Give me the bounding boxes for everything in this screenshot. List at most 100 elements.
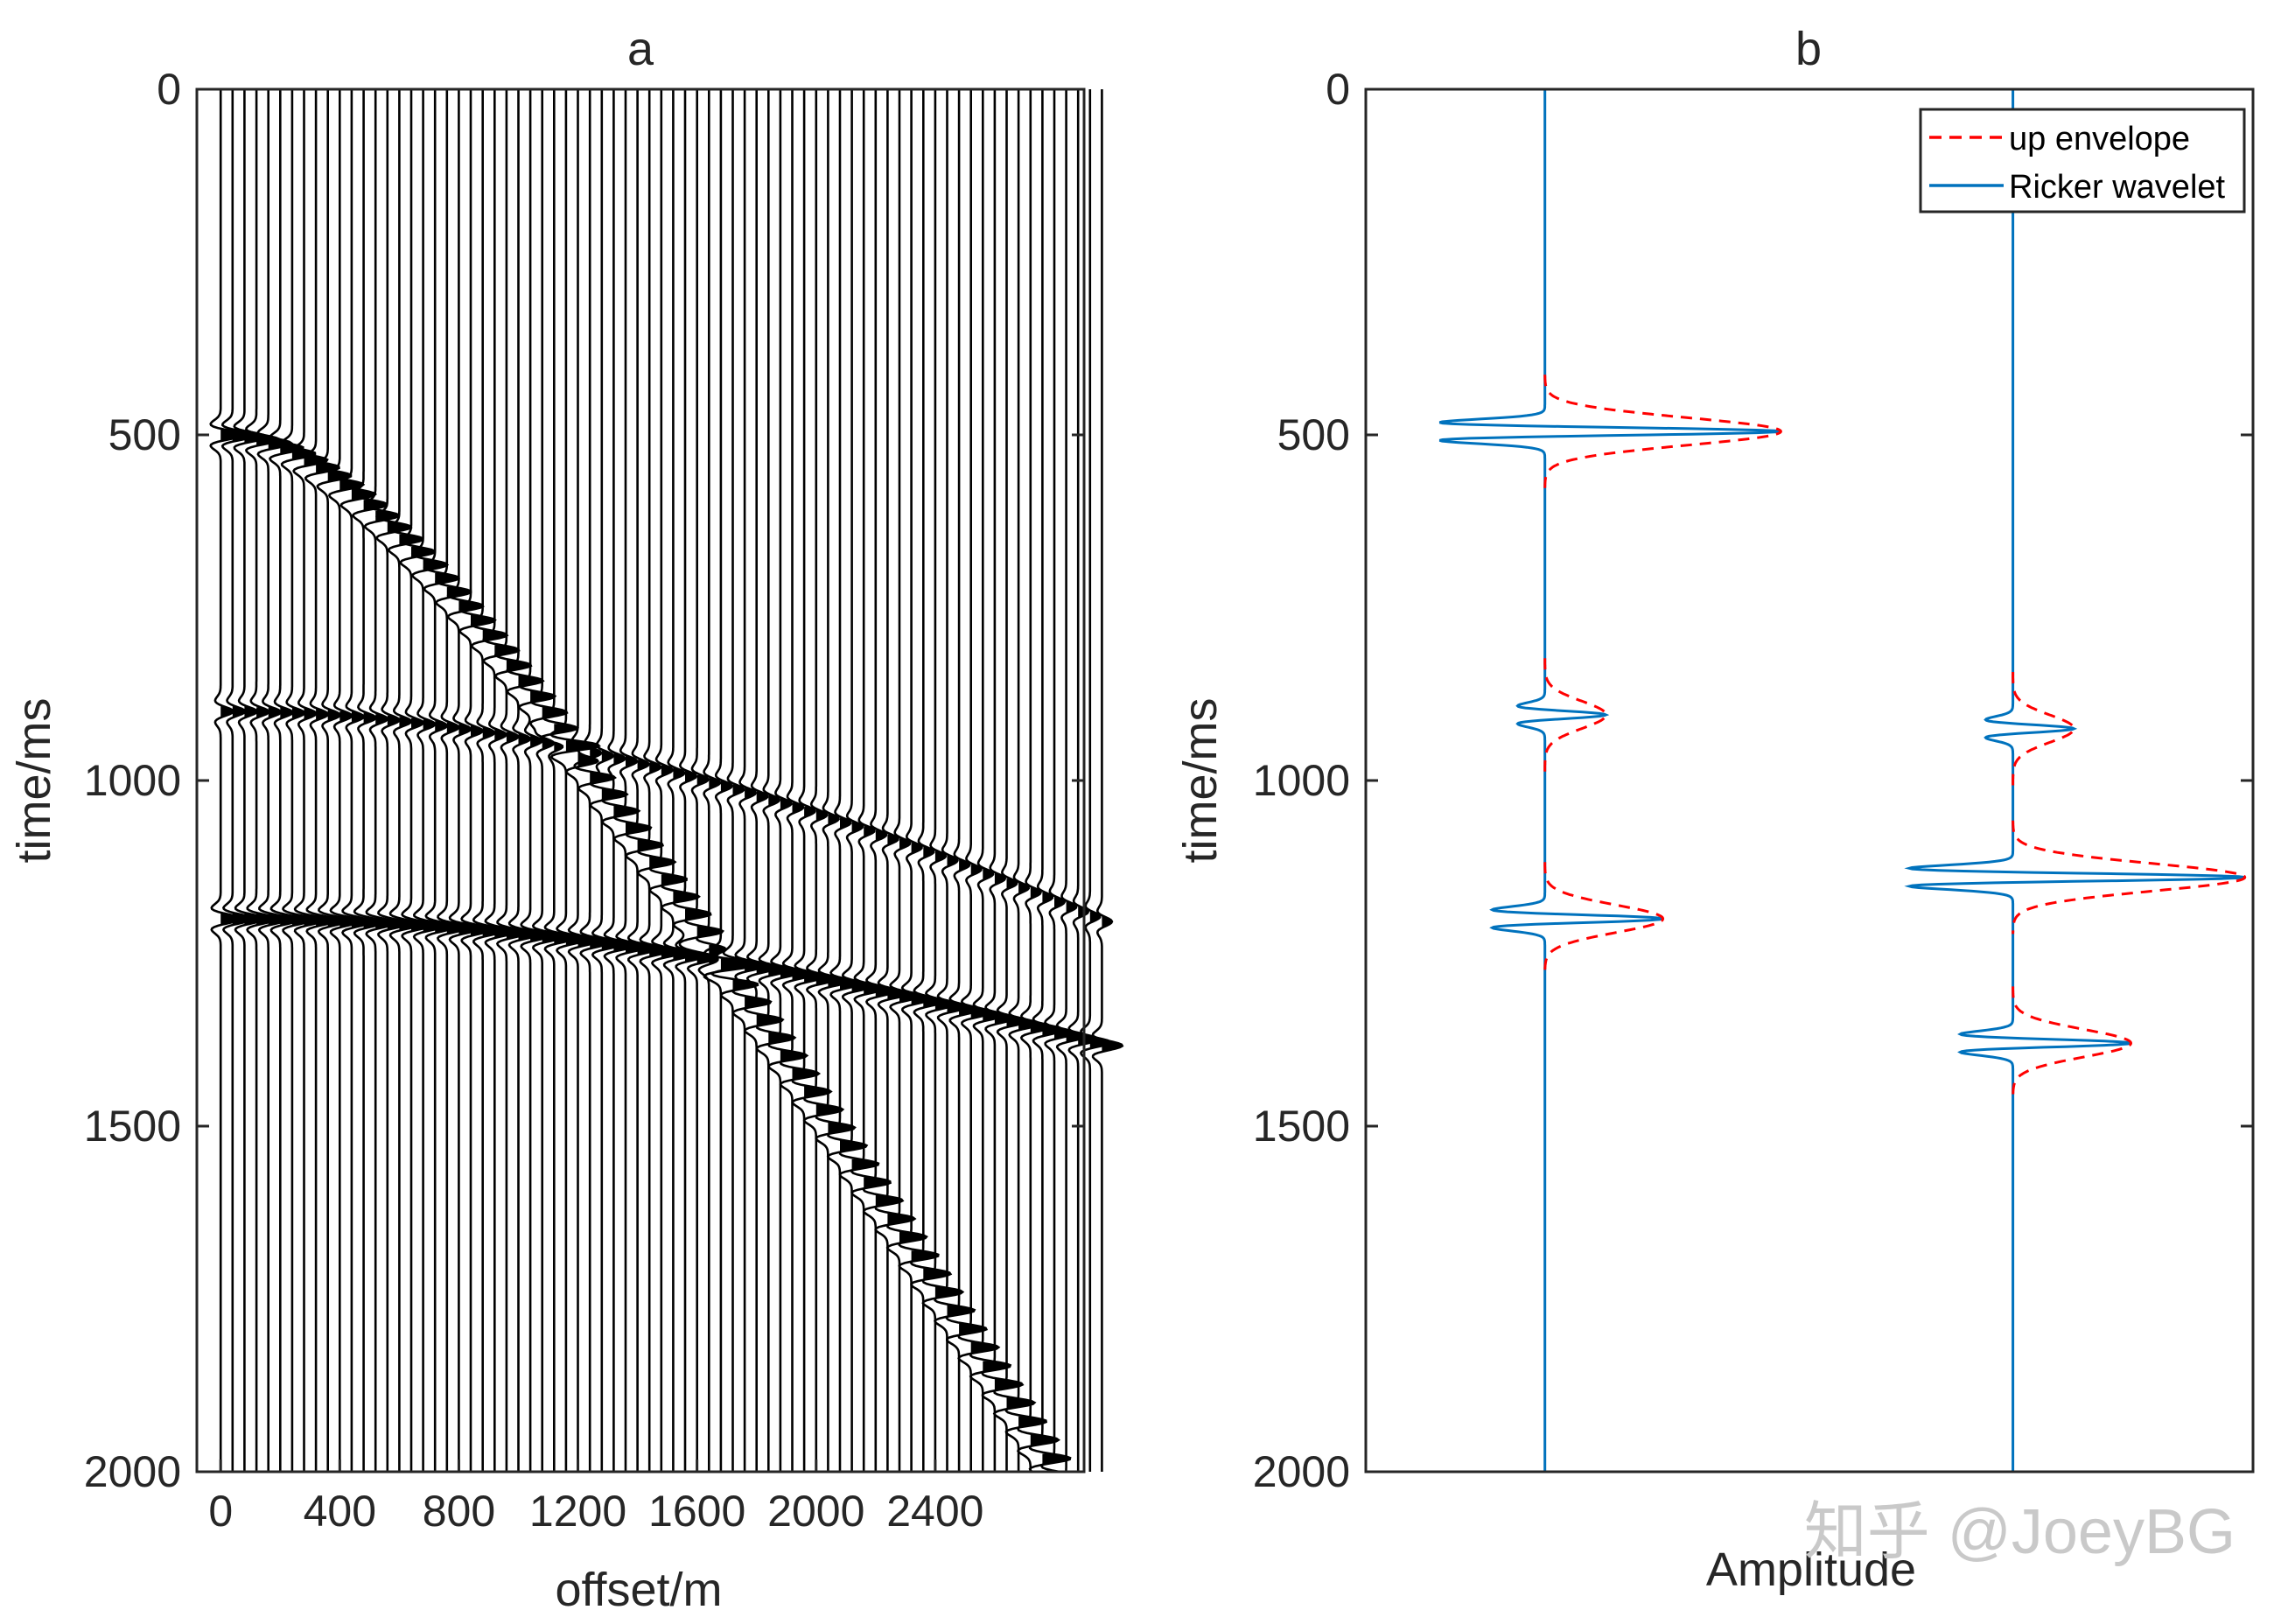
seismic-trace [898,89,940,1472]
seismic-trace [280,89,317,1472]
panel-b-title: b [1795,23,1822,75]
seismic-trace [1028,89,1072,1473]
panel-a-x-ticks: 0 400 800 1200 1600 2000 2400 [208,1460,983,1536]
seismic-trace [470,89,509,1472]
x-tick-label: 1600 [648,1487,745,1536]
x-tick-label: 400 [304,1487,376,1536]
up-envelope-line [2012,820,2247,934]
seismic-trace [1079,89,1112,1472]
seismic-trace [482,89,521,1472]
up-envelope-line [1543,374,1783,488]
watermark: 知乎 @JoeyBG [1804,1497,2236,1567]
seismic-trace [625,89,665,1472]
trace-fill [268,913,289,926]
trace-fill [828,1122,855,1135]
trace-fill [792,968,813,982]
seismic-trace [565,89,600,1472]
y-tick-label: 1000 [1253,756,1350,805]
trace-fill [626,822,651,835]
seismic-trace [517,89,557,1472]
panel-b-series [1438,89,2247,1472]
seismic-trace [339,89,377,1472]
seismic-trace [549,89,601,1472]
seismic-trace [731,89,773,1472]
panel-a-x-axis-label: offset/m [555,1564,722,1616]
trace-fill [745,996,771,1009]
seismic-trace [233,89,269,1472]
seismic-trace [435,89,472,1472]
legend-label-ricker-wavelet: Ricker wavelet [2009,169,2226,206]
seismic-trace [220,89,257,1472]
seismic-trace [945,89,989,1472]
seismic-trace [446,89,485,1472]
panel-a-y-axis-label: time/ms [8,698,60,864]
seismic-trace [921,89,965,1472]
seismic-trace [1040,89,1076,1474]
seismic-trace [755,89,797,1472]
trace-fill [661,946,682,959]
seismic-trace [612,89,653,1472]
seismic-trace [660,89,701,1472]
seismic-trace [802,89,845,1472]
seismic-trace [1055,89,1088,1473]
seismic-trace [244,89,281,1472]
y-tick-label: 2000 [84,1447,181,1496]
y-tick-label: 2000 [1253,1447,1350,1496]
seismic-trace [696,89,728,1472]
seismic-trace [573,89,617,1472]
seismic-trace [1004,89,1048,1472]
trace-fill [458,922,479,935]
seismic-trace [969,89,1012,1472]
seismic-trace [352,89,388,1472]
trace-fill [1030,1020,1051,1034]
seismic-trace [710,89,759,1472]
y-tick-label: 0 [1326,65,1350,114]
seismic-trace [423,89,460,1472]
seismic-trace [933,89,976,1472]
y-tick-label: 0 [157,65,181,114]
seismic-trace [529,89,569,1472]
ricker-wavelet-line [1438,89,1781,1472]
seismic-trace [410,89,450,1472]
seismic-trace [458,89,497,1472]
seismic-trace [1091,89,1124,1472]
seismic-trace [957,89,1001,1472]
seismic-trace [292,89,329,1472]
y-tick-label: 500 [108,410,181,459]
x-tick-label: 2400 [886,1487,983,1536]
seismic-trace [269,89,304,1472]
seismic-trace [850,89,892,1472]
trace-fill [875,984,897,998]
panel-a-y-ticks: 0 500 1000 1500 2000 [84,65,1084,1496]
trace-fill [840,1139,867,1152]
seismic-trace [672,89,712,1472]
seismic-trace [826,89,869,1472]
panel-a-title: a [627,23,654,75]
y-tick-label: 1000 [84,756,181,805]
seismic-trace [506,89,545,1472]
seismic-trace [743,89,785,1472]
x-tick-label: 1200 [529,1487,626,1536]
seismic-trace [678,89,725,1472]
seismic-trace [815,89,857,1472]
up-envelope-line [1543,862,1665,976]
legend: up envelope Ricker wavelet [1919,108,2246,214]
trace-fill [506,927,528,940]
seismic-trace [327,89,366,1472]
panel-a-traces [209,89,1124,1474]
panel-b-y-ticks: 0 500 1000 1500 2000 [1253,65,2253,1496]
seismic-trace [209,89,246,1472]
seismic-trace [862,89,905,1472]
seismic-trace [779,89,822,1472]
trace-fill [828,975,849,988]
trace-fill [256,913,277,926]
seismic-trace [992,89,1037,1472]
trace-fill [518,928,539,942]
trace-fill [316,914,337,928]
trace-fill [530,690,556,704]
trace-fill [756,1014,783,1027]
legend-box [1919,108,2246,214]
trace-fill [423,920,444,933]
